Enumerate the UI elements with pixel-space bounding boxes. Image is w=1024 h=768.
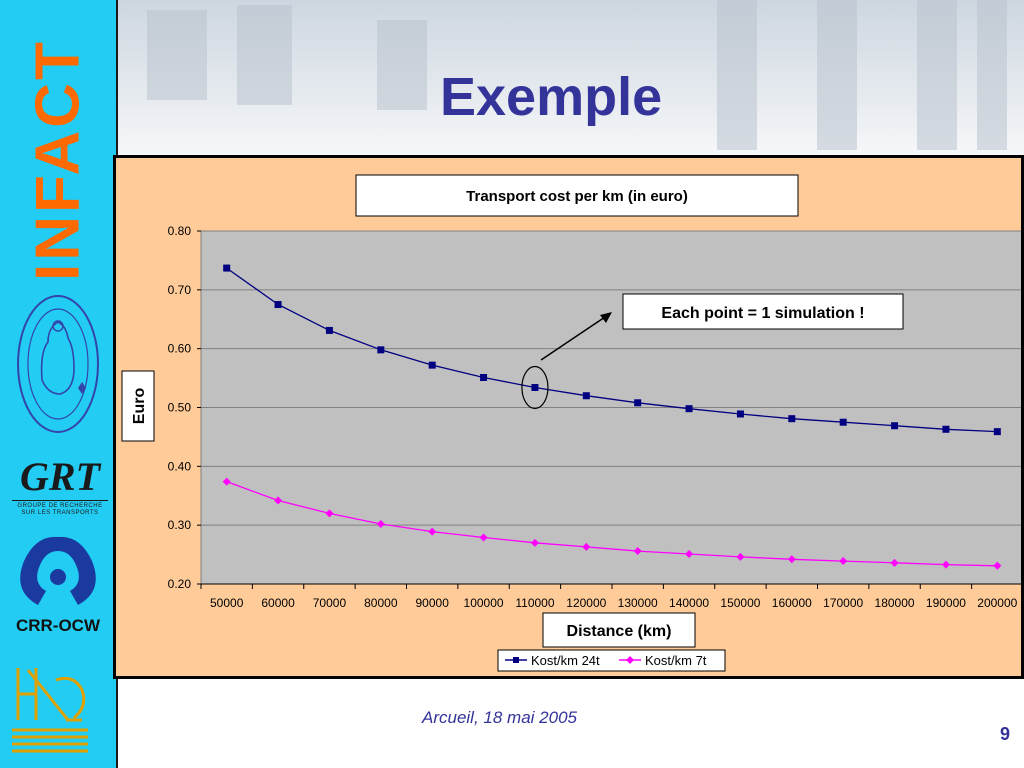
annotation-box	[622, 293, 904, 330]
y-tick-label: 0.70	[168, 283, 192, 297]
x-tick-label: 120000	[566, 596, 606, 610]
chart-panel: Transport cost per km (in euro) 0.80 0.70…	[113, 155, 1024, 679]
x-tick-label: 80000	[364, 596, 398, 610]
x-tick-label: 90000	[416, 596, 450, 610]
series-line	[226, 480, 998, 567]
data-point	[941, 560, 950, 569]
x-tick-label: 140000	[669, 596, 709, 610]
legend-label-24t: Kost/km 24t	[531, 653, 600, 668]
page-number: 9	[1000, 724, 1011, 744]
data-point	[685, 405, 693, 413]
data-point	[634, 399, 642, 407]
legend-label-7t: Kost/km 7t	[645, 653, 707, 668]
x-tick-label: 70000	[313, 596, 347, 610]
y-axis-ticks: 0.80 0.70 0.60 0.50 0.40 0.30 0.20	[168, 224, 201, 591]
y-tick-label: 0.30	[168, 518, 192, 532]
legend	[497, 649, 726, 672]
x-tick-label: 190000	[926, 596, 966, 610]
data-point	[839, 557, 848, 566]
university-seal-logo	[17, 295, 99, 433]
x-tick-label: 130000	[618, 596, 658, 610]
data-point	[531, 383, 539, 391]
data-point	[582, 542, 591, 551]
grt-logo: GRT GROUPE DE RECHERCHE SUR LES TRANSPOR…	[10, 455, 110, 517]
grt-logo-word: GRT	[20, 454, 100, 499]
y-tick-label: 0.50	[168, 401, 192, 415]
line-chart: Transport cost per km (in euro) 0.80 0.70…	[121, 174, 1021, 672]
chart-title-box	[355, 174, 799, 217]
data-point	[530, 538, 539, 547]
series-7t	[222, 477, 1002, 570]
y-tick-label: 0.80	[168, 224, 192, 238]
series-group	[222, 264, 1002, 570]
sidebar: INFACT GRT GROUPE DE RECHERCHE SUR LES T…	[0, 0, 118, 768]
crr-ocw-logo-icon	[20, 536, 96, 605]
data-point	[428, 527, 437, 536]
chart-title: Transport cost per km (in euro)	[466, 188, 688, 205]
data-point	[582, 392, 590, 400]
x-tick-label: 50000	[210, 596, 244, 610]
x-axis-title-box	[542, 612, 696, 648]
footer-date: Arcueil, 18 mai 2005	[422, 708, 577, 727]
x-tick-label: 200000	[977, 596, 1017, 610]
data-point	[480, 373, 488, 381]
highlight-ellipse	[521, 365, 549, 410]
data-point	[736, 552, 745, 561]
data-point	[325, 509, 334, 518]
data-point	[479, 533, 488, 542]
slide-title: Exemple	[440, 67, 663, 127]
y-axis-title-box	[121, 370, 155, 442]
legend-marker-24t	[513, 657, 519, 663]
grt-subtitle-2: SUR LES TRANSPORTS	[21, 510, 99, 516]
crr-ocw-label: CRR-OCW	[15, 616, 101, 635]
grt-subtitle-1: GROUPE DE RECHERCHE	[17, 503, 103, 509]
transport-monogram-logo	[12, 668, 88, 753]
x-tick-label: 180000	[875, 596, 915, 610]
data-point	[376, 519, 385, 528]
x-tick-label: 100000	[464, 596, 504, 610]
annotation-arrow	[540, 314, 609, 361]
x-axis-title: Distance (km)	[567, 623, 672, 640]
y-tick-label: 0.40	[168, 459, 192, 473]
data-point	[274, 301, 282, 309]
data-point	[942, 425, 950, 433]
data-point	[685, 549, 694, 558]
data-point	[222, 477, 231, 486]
annotation-arrowhead	[600, 312, 612, 323]
data-point	[993, 428, 1001, 436]
data-point	[377, 346, 385, 354]
brand-logo-infact: INFACT	[23, 39, 93, 281]
annotation-text: Each point = 1 simulation !	[661, 305, 864, 322]
y-axis-title: Euro	[131, 388, 148, 425]
x-axis-ticks: 50000 60000 70000 80000 90000 100000 110000 120…	[200, 583, 1021, 610]
x-tick-label: 60000	[261, 596, 295, 610]
y-tick-label: 0.20	[168, 577, 192, 591]
y-tick-label: 0.60	[168, 342, 192, 356]
gridlines	[201, 289, 1021, 526]
data-point	[223, 264, 231, 272]
x-tick-label: 150000	[720, 596, 760, 610]
data-point	[993, 561, 1002, 570]
data-point	[736, 410, 744, 418]
data-point	[788, 415, 796, 423]
data-point	[839, 418, 847, 426]
data-point	[428, 361, 436, 369]
series-24t	[223, 264, 1001, 436]
x-tick-label: 110000	[515, 596, 554, 610]
data-point	[325, 326, 333, 334]
background-photo	[117, 0, 1024, 160]
x-tick-label: 170000	[823, 596, 863, 610]
data-point	[787, 555, 796, 564]
data-point	[890, 558, 899, 567]
data-point	[274, 496, 283, 505]
legend-marker-7t	[626, 656, 634, 664]
x-tick-label: 160000	[772, 596, 812, 610]
series-line	[226, 267, 998, 433]
data-point	[891, 422, 899, 430]
data-point	[633, 547, 642, 556]
